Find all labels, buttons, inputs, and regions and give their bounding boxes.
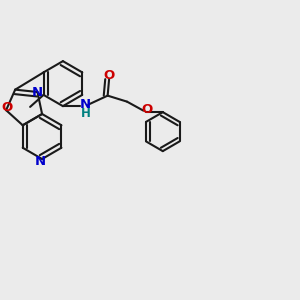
Text: O: O — [1, 101, 12, 114]
Text: O: O — [142, 103, 153, 116]
Text: N: N — [35, 155, 46, 168]
Text: O: O — [104, 69, 115, 82]
Text: H: H — [81, 106, 91, 119]
Text: N: N — [31, 86, 42, 99]
Text: N: N — [80, 98, 91, 111]
